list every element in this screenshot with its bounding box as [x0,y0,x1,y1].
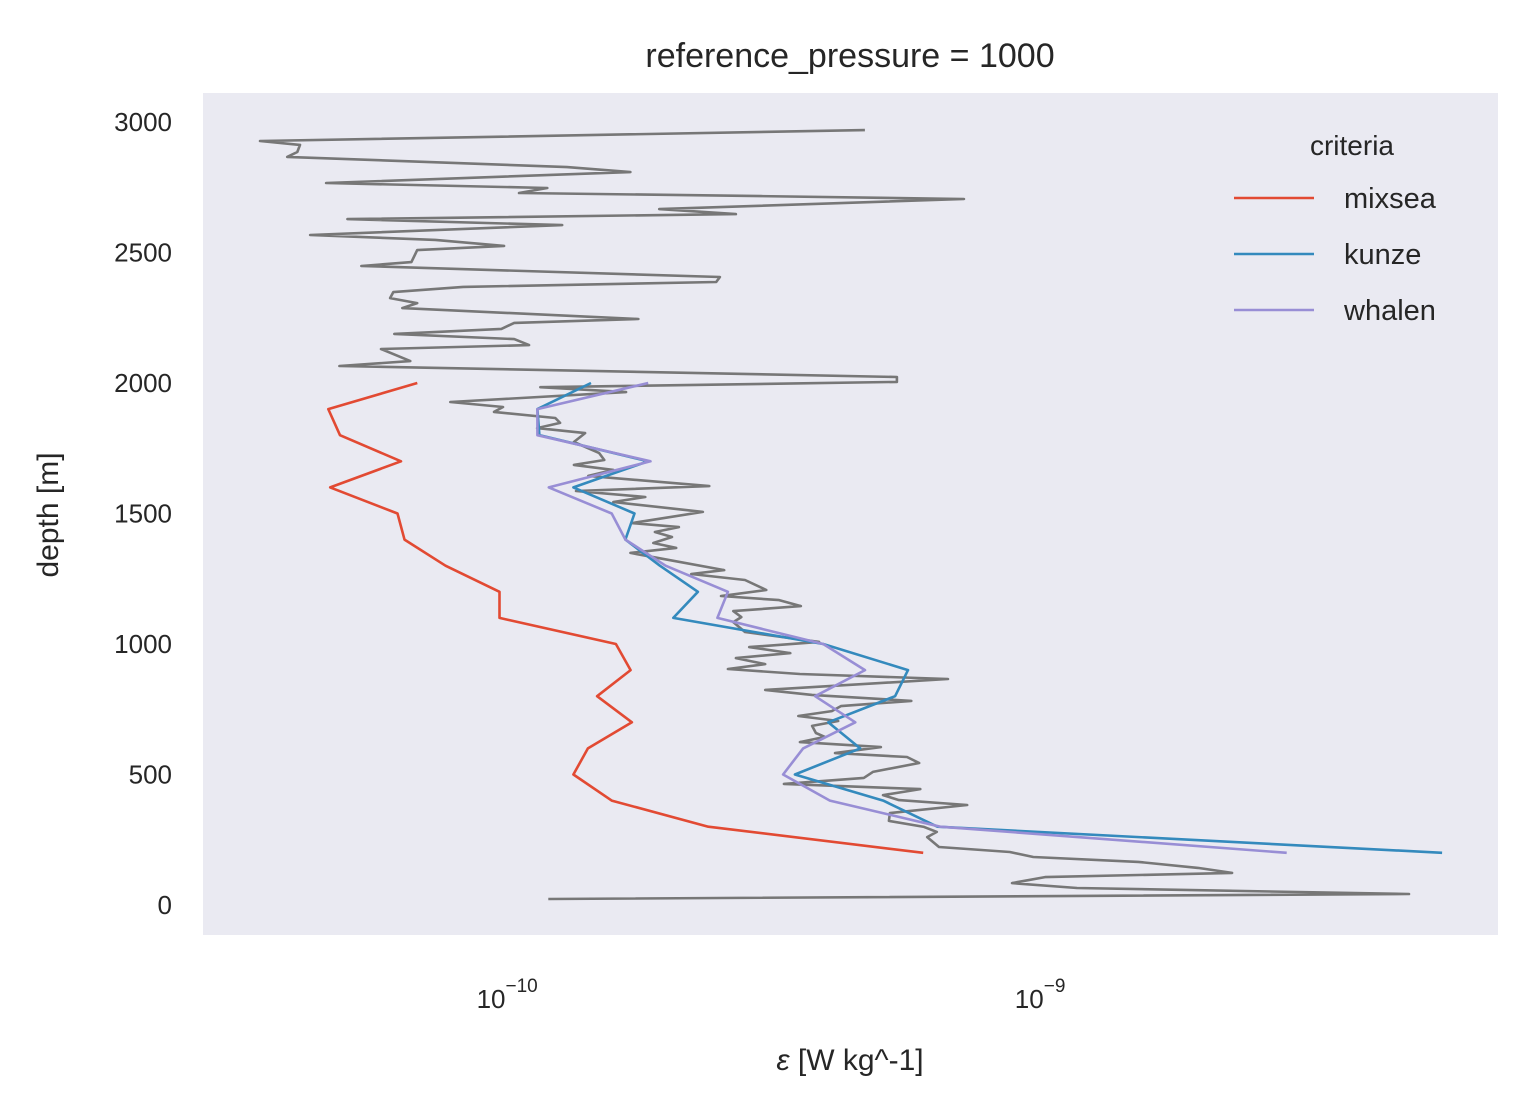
x-tick-base: 10 [1015,984,1044,1014]
legend-label-mixsea: mixsea [1344,183,1437,215]
x-axis-label: ε [W kg^-1] [776,1044,923,1077]
chart-title: reference_pressure = 1000 [645,37,1054,75]
y-tick-label: 2000 [114,368,172,398]
series-line-whalen [536,381,1287,855]
x-tick-base: 10 [477,984,506,1014]
y-tick-label: 500 [129,759,172,789]
y-tick-label: 1500 [114,498,172,528]
series-line-profile [258,128,1411,901]
y-tick-label: 1000 [114,629,172,659]
x-tick-exponent: −10 [506,976,538,997]
x-tick-exponent: −9 [1044,976,1066,997]
y-tick-label: 2500 [114,237,172,267]
x-tick-label: 10−10 [477,976,538,1014]
legend-title: criteria [1310,130,1394,161]
x-axis-label-unit: [W kg^-1] [790,1044,924,1077]
x-axis-label-symbol: ε [776,1044,790,1077]
x-tick-label: 10−9 [1015,976,1066,1014]
series-line-mixsea [326,381,924,855]
series-layer [258,128,1443,901]
y-tick-label: 3000 [114,107,172,137]
plot-area [203,93,1498,935]
legend-label-whalen: whalen [1343,295,1436,327]
y-axis-label: depth [m] [32,452,65,577]
y-tick-label: 0 [158,890,172,920]
x-tick-labels: 10−10 10−9 [477,976,1066,1014]
y-tick-labels: 0 500 1000 1500 2000 2500 3000 [114,107,172,920]
legend-label-kunze: kunze [1344,239,1421,271]
legend: criteria mixsea kunze whalen [1234,130,1437,327]
